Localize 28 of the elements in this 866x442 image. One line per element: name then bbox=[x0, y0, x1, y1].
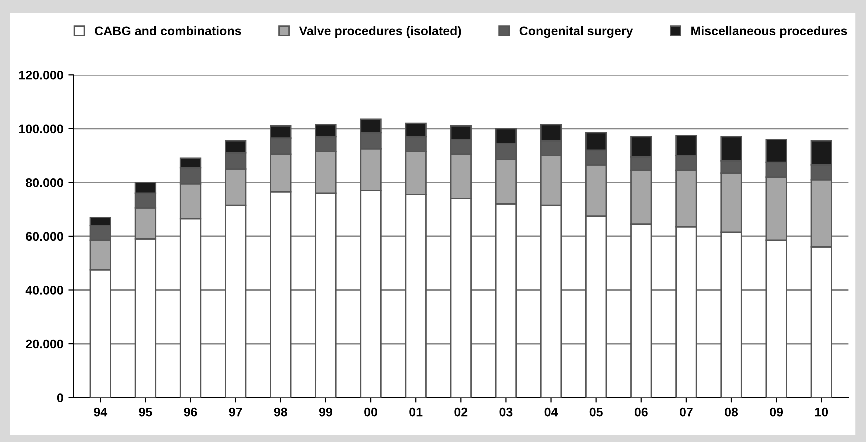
x-tick-label: 95 bbox=[139, 408, 152, 417]
x-tick-label: 09 bbox=[770, 408, 784, 417]
x-tick-label: 98 bbox=[274, 408, 288, 417]
x-tick-label: 97 bbox=[229, 408, 242, 417]
x-tick-label: 06 bbox=[634, 408, 648, 417]
x-tick-label: 07 bbox=[680, 408, 693, 417]
y-tick-label: 20.000 bbox=[26, 340, 64, 349]
x-tick-label: 00 bbox=[364, 408, 378, 417]
y-tick-label: 60.000 bbox=[26, 232, 64, 242]
x-tick-label: 96 bbox=[184, 408, 198, 417]
x-tick-label: 10 bbox=[815, 408, 828, 417]
legend-label: Valve procedures (isolated) bbox=[299, 26, 462, 38]
x-tick-label: 08 bbox=[725, 408, 738, 417]
legend-label: Congenital surgery bbox=[520, 26, 634, 38]
x-tick-label: 99 bbox=[319, 408, 332, 417]
y-tick-label: 80.000 bbox=[26, 178, 64, 188]
x-tick-label: 04 bbox=[544, 408, 558, 417]
y-tick-label: 0 bbox=[57, 394, 64, 402]
x-tick-label: 03 bbox=[500, 408, 513, 417]
y-tick-label: 100.000 bbox=[19, 124, 64, 134]
x-tick-label: 94 bbox=[94, 408, 108, 417]
x-tick-label: 05 bbox=[590, 408, 603, 417]
legend-label: CABG and combinations bbox=[95, 26, 242, 36]
x-tick-label: 02 bbox=[454, 408, 468, 417]
y-tick-label: 120.000 bbox=[19, 70, 64, 80]
x-tick-label: 01 bbox=[410, 408, 423, 417]
y-tick-label: 40.000 bbox=[26, 286, 64, 295]
legend-label: Miscellaneous procedures bbox=[692, 26, 848, 38]
